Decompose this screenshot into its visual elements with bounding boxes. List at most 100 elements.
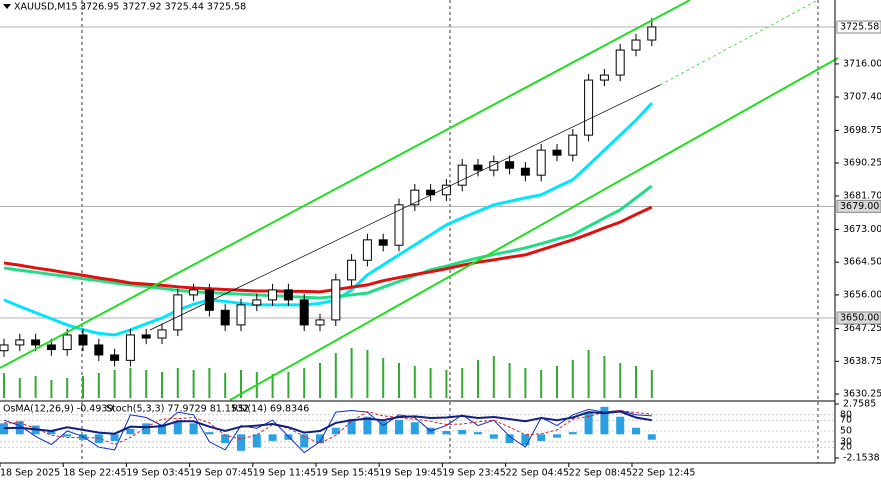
volume-bar [113,370,116,398]
y-tick-label: 3707.40 [843,92,881,103]
volume-bar [445,370,448,398]
osma-bar [300,434,309,448]
volume-bar [477,360,479,398]
volume-bar [461,368,464,398]
volume-bar [350,348,353,398]
menu-arrow [3,4,11,9]
x-tick-label: 19 Sep 15:45 [316,468,379,479]
volume-bar [129,368,132,398]
candle-body [78,334,88,346]
x-tick-label: 22 Sep 08:45 [569,468,632,479]
osma-bar [252,434,261,448]
volume-bar [398,363,400,398]
candle-body [268,289,278,301]
volume-bar [413,366,416,398]
candle-body [189,289,199,296]
osma-bar [537,434,546,441]
candle-body [283,289,293,301]
volume-bar [271,374,274,398]
candle-body [631,39,641,51]
price-level-box [836,311,881,325]
osma-bar [94,434,103,444]
osma-bar [331,427,340,435]
y-tick-label: 3716.00 [843,58,881,69]
volume-bar [571,360,574,398]
osma-bar [647,434,656,440]
volume-bar [34,376,37,398]
osma-bar [0,423,8,435]
candle-body [647,26,657,41]
osma-bar [616,416,625,435]
channel-upper [0,0,691,369]
candle-body [536,149,546,176]
osma-bar [379,421,388,435]
moving-average [3,184,653,300]
y-tick-label: 3698.75 [843,125,881,136]
osma-bar [474,432,482,435]
osma-bar [489,434,498,439]
volume-bar [303,368,306,398]
volume-bar [635,366,637,398]
candle-body [15,339,25,346]
volume-bar [192,370,195,398]
y-tick-label: 50 [840,426,852,437]
candle-body [94,344,104,356]
candle-body [520,167,530,176]
candle-body [331,279,341,321]
volume-bar [176,368,179,398]
y-tick-label: 3656.00 [843,289,881,300]
candle-body [0,344,9,352]
osma-bar [221,434,230,444]
osma-bar [521,434,530,446]
candle-body [584,79,594,136]
x-tick-label: 19 Sep 07:45 [190,468,253,479]
candle-body [299,299,309,326]
volume-bar [208,368,211,398]
volume-bar [240,370,242,398]
osma-bar [237,434,245,451]
candle-body [410,189,420,206]
volume-bar [603,356,606,398]
volume-bar [524,368,527,398]
stoch-signal-line [4,409,652,446]
candle-body [315,319,325,326]
candle-body [394,204,404,246]
candle-body [157,329,167,339]
trend-line [149,84,661,331]
price-level-box [836,199,881,213]
volume-bar [556,366,558,398]
osma-bar [126,428,135,435]
osma-bar [395,420,403,435]
candle-body [252,299,262,306]
osma-bar [505,434,514,444]
osma-bar [110,434,119,441]
x-tick-label: 19 Sep 23:45 [442,468,505,479]
y-tick-label: 80 [840,409,852,420]
x-tick-label: 22 Sep 12:45 [632,468,695,479]
osma-bar [568,432,577,435]
candle-body [505,161,515,169]
volume-bar [224,373,227,398]
volume-bar [18,378,21,398]
candle-body [473,164,483,171]
volume-bar [650,370,653,398]
moving-average [3,205,653,294]
volume-bar [508,363,511,398]
osma-bar [600,406,609,435]
volume-bar [540,370,543,398]
y-tick-label: 20 [840,442,852,453]
candle-body [441,184,451,196]
osma-bar [173,421,182,435]
osma-bar [442,431,451,435]
candle-body [362,239,372,261]
candle-body [457,164,467,186]
volume-bar [287,372,290,398]
y-tick-label: 3647.25 [843,323,881,334]
x-tick-label: 19 Sep 11:45 [253,468,316,479]
volume-bar [3,373,5,398]
osma-bar [410,422,419,435]
volume-bar [161,372,163,398]
osma-bar [584,412,593,435]
